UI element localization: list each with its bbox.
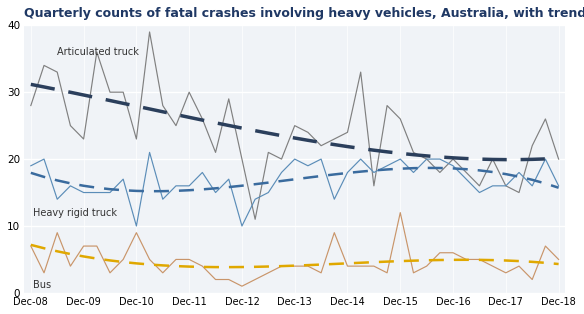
Text: Heavy rigid truck: Heavy rigid truck [33,208,117,218]
Text: Bus: Bus [33,279,51,290]
Text: Quarterly counts of fatal crashes involving heavy vehicles, Australia, with tren: Quarterly counts of fatal crashes involv… [25,7,584,20]
Text: Articulated truck: Articulated truck [57,47,139,57]
